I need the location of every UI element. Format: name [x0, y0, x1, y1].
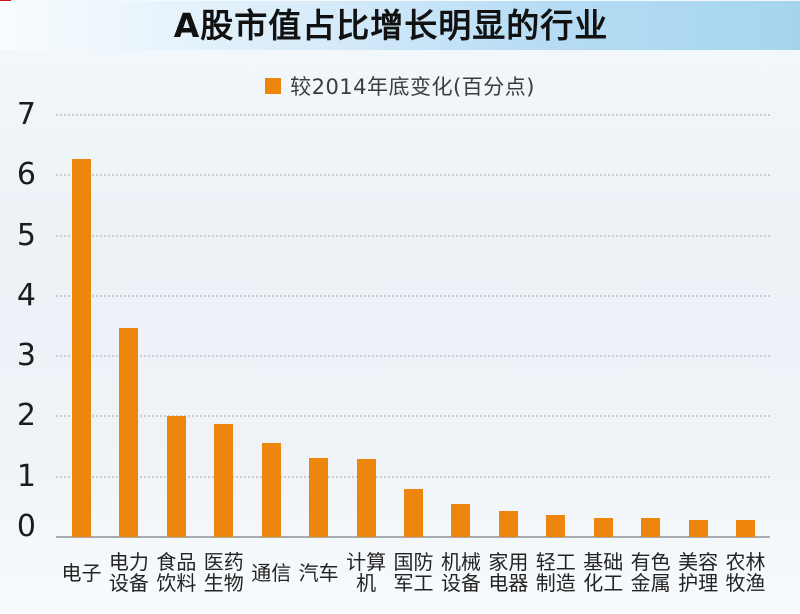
x-axis-label-家用电器: 家用 电器 [483, 550, 533, 596]
x-axis-label-食品饮料: 食品 饮料 [151, 550, 201, 596]
x-axis-label-轻工制造: 轻工 制造 [531, 550, 581, 596]
x-axis-label-通信: 通信 [246, 550, 296, 596]
x-axis-label-计算机: 计算机 [341, 550, 391, 596]
x-axis-label-国防军工: 国防 军工 [389, 550, 439, 596]
x-axis-line [56, 536, 770, 538]
title-bar: A股市值占比增长明显的行业 [0, 1, 800, 50]
x-axis-label-电子: 电子 [57, 550, 107, 596]
x-axis-label-line: 计算 [346, 550, 387, 574]
gridline-y3 [56, 355, 770, 358]
bar-汽车 [309, 458, 329, 537]
x-axis-label-line: 制造 [535, 571, 576, 595]
x-axis-label-line: 设备 [440, 571, 481, 595]
y-axis-tick-label: 1 [16, 458, 36, 494]
x-axis-label-line: 农林 [725, 550, 766, 574]
gridline-y5 [56, 234, 770, 237]
x-axis-label-line: 牧渔 [725, 571, 766, 595]
bar-电子 [72, 159, 91, 537]
x-axis-label-line: 家用 [488, 550, 529, 574]
bar-国防军工 [404, 488, 423, 537]
y-axis-tick-label: 4 [16, 277, 36, 313]
gridline-y6 [56, 174, 770, 177]
legend-swatch-icon [265, 78, 282, 94]
x-axis-label-line: 有色 [630, 550, 671, 574]
y-axis-tick-label: 7 [16, 97, 36, 132]
legend: 较2014年底变化(百分点) [0, 72, 800, 100]
x-axis-label-line: 饮料 [156, 571, 197, 595]
x-axis-label-line: 国防 [393, 550, 434, 574]
x-axis-label-line: 机械 [440, 550, 481, 574]
x-axis-label-医药生物: 医药 生物 [199, 550, 249, 596]
x-axis-label-line: 护理 [678, 571, 719, 595]
gridline-y4 [56, 294, 770, 297]
x-axis-label-line: 汽车 [298, 560, 339, 585]
x-axis-label-line: 化工 [583, 571, 624, 595]
x-axis-label-美容护理: 美容 护理 [673, 550, 723, 596]
bar-电力设备 [119, 327, 139, 537]
bar-基础化工 [593, 517, 613, 537]
x-axis-label-line: 食品 [156, 550, 197, 574]
x-axis-label-line: 生物 [203, 571, 244, 595]
bar-食品饮料 [166, 416, 186, 537]
y-axis-tick-label: 0 [16, 509, 36, 544]
gridline-y7 [56, 114, 770, 116]
x-axis-label-有色金属: 有色 金属 [626, 550, 676, 596]
bar-机械设备 [451, 503, 471, 537]
bar-家用电器 [498, 511, 518, 537]
bar-美容护理 [688, 519, 708, 537]
x-axis-label-机械设备: 机械 设备 [436, 550, 486, 596]
x-axis-label-line: 电子 [61, 560, 102, 585]
chart-title: A股市值占比增长明显的行业 [173, 6, 609, 45]
y-axis-tick-label: 5 [16, 217, 36, 253]
y-axis-tick-label: 6 [16, 157, 36, 193]
legend-label: 较2014年底变化(百分点) [290, 75, 535, 99]
gridline-y2 [56, 415, 770, 418]
bar-医药生物 [214, 424, 234, 537]
x-axis-label-line: 通信 [251, 560, 292, 585]
x-axis-label-农林牧渔: 农林 牧渔 [721, 550, 771, 596]
bar-农林牧渔 [736, 520, 756, 537]
x-axis-label-line: 基础 [583, 550, 624, 574]
bar-计算机 [356, 458, 376, 537]
bar-有色金属 [641, 518, 661, 537]
x-axis-label-line: 金属 [630, 571, 671, 595]
x-axis-label-line: 电力 [108, 550, 149, 574]
y-axis-tick-label: 3 [16, 338, 36, 374]
x-axis-label-line: 设备 [108, 571, 149, 595]
x-axis-label-电力设备: 电力 设备 [104, 550, 154, 596]
x-axis-label-line: 电器 [488, 571, 529, 595]
bar-通信 [261, 442, 281, 537]
x-axis-label-基础化工: 基础 化工 [578, 550, 628, 596]
x-axis-label-line: 军工 [393, 571, 434, 595]
x-axis-label-line: 医药 [203, 550, 244, 574]
y-axis-tick-label: 2 [16, 398, 36, 434]
x-axis-label-汽车: 汽车 [294, 550, 344, 596]
gridline-y1 [56, 475, 770, 478]
x-axis-label-line: 轻工 [535, 550, 576, 574]
x-axis-label-line: 机 [356, 571, 377, 595]
bar-轻工制造 [546, 515, 566, 537]
x-axis-label-line: 美容 [678, 550, 719, 574]
